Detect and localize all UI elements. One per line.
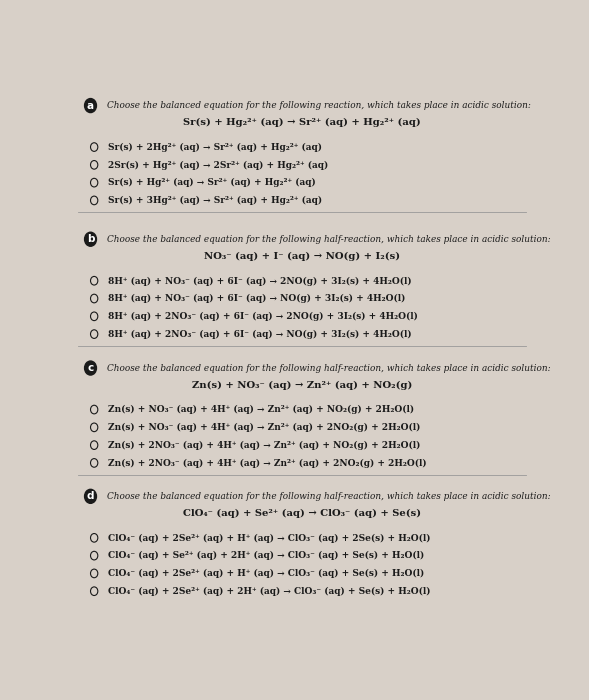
Text: ClO₄⁻ (aq) + 2Se²⁺ (aq) + H⁺ (aq) → ClO₃⁻ (aq) + Se(s) + H₂O(l): ClO₄⁻ (aq) + 2Se²⁺ (aq) + H⁺ (aq) → ClO₃… — [108, 569, 424, 578]
Text: Choose the balanced equation for the following half-reaction, which takes place : Choose the balanced equation for the fol… — [107, 492, 551, 501]
Text: Zn(s) + NO₃⁻ (aq) + 4H⁺ (aq) → Zn²⁺ (aq) + NO₂(g) + 2H₂O(l): Zn(s) + NO₃⁻ (aq) + 4H⁺ (aq) → Zn²⁺ (aq)… — [108, 405, 414, 414]
Text: ClO₄⁻ (aq) + 2Se²⁺ (aq) + H⁺ (aq) → ClO₃⁻ (aq) + 2Se(s) + H₂O(l): ClO₄⁻ (aq) + 2Se²⁺ (aq) + H⁺ (aq) → ClO₃… — [108, 533, 431, 542]
Text: Zn(s) + 2NO₃⁻ (aq) + 4H⁺ (aq) → Zn²⁺ (aq) + NO₂(g) + 2H₂O(l): Zn(s) + 2NO₃⁻ (aq) + 4H⁺ (aq) → Zn²⁺ (aq… — [108, 441, 420, 450]
Text: 8H⁺ (aq) + 2NO₃⁻ (aq) + 6I⁻ (aq) → NO(g) + 3I₂(s) + 4H₂O(l): 8H⁺ (aq) + 2NO₃⁻ (aq) + 6I⁻ (aq) → NO(g)… — [108, 330, 412, 339]
Text: Choose the balanced equation for the following reaction, which takes place in ac: Choose the balanced equation for the fol… — [107, 102, 531, 110]
Text: Choose the balanced equation for the following half-reaction, which takes place : Choose the balanced equation for the fol… — [107, 235, 551, 244]
Text: ClO₄⁻ (aq) + Se²⁺ (aq) + 2H⁺ (aq) → ClO₃⁻ (aq) + Se(s) + H₂O(l): ClO₄⁻ (aq) + Se²⁺ (aq) + 2H⁺ (aq) → ClO₃… — [108, 552, 424, 561]
Text: d: d — [87, 491, 94, 501]
Text: Zn(s) + 2NO₃⁻ (aq) + 4H⁺ (aq) → Zn²⁺ (aq) + 2NO₂(g) + 2H₂O(l): Zn(s) + 2NO₃⁻ (aq) + 4H⁺ (aq) → Zn²⁺ (aq… — [108, 458, 426, 468]
Circle shape — [85, 232, 97, 246]
Circle shape — [85, 99, 97, 113]
Circle shape — [85, 361, 97, 375]
Text: NO₃⁻ (aq) + I⁻ (aq) → NO(g) + I₂(s): NO₃⁻ (aq) + I⁻ (aq) → NO(g) + I₂(s) — [204, 251, 400, 261]
Text: Zn(s) + NO₃⁻ (aq) + 4H⁺ (aq) → Zn²⁺ (aq) + 2NO₂(g) + 2H₂O(l): Zn(s) + NO₃⁻ (aq) + 4H⁺ (aq) → Zn²⁺ (aq)… — [108, 423, 420, 432]
Text: 8H⁺ (aq) + NO₃⁻ (aq) + 6I⁻ (aq) → 2NO(g) + 3I₂(s) + 4H₂O(l): 8H⁺ (aq) + NO₃⁻ (aq) + 6I⁻ (aq) → 2NO(g)… — [108, 276, 412, 286]
Text: ClO₄⁻ (aq) + Se²⁺ (aq) → ClO₃⁻ (aq) + Se(s): ClO₄⁻ (aq) + Se²⁺ (aq) → ClO₃⁻ (aq) + Se… — [183, 509, 421, 518]
Text: Sr(s) + 2Hg²⁺ (aq) → Sr²⁺ (aq) + Hg₂²⁺ (aq): Sr(s) + 2Hg²⁺ (aq) → Sr²⁺ (aq) + Hg₂²⁺ (… — [108, 143, 322, 152]
Text: 8H⁺ (aq) + 2NO₃⁻ (aq) + 6I⁻ (aq) → 2NO(g) + 3I₂(s) + 4H₂O(l): 8H⁺ (aq) + 2NO₃⁻ (aq) + 6I⁻ (aq) → 2NO(g… — [108, 312, 418, 321]
Text: c: c — [87, 363, 94, 373]
Text: b: b — [87, 234, 94, 244]
Text: Sr(s) + Hg²⁺ (aq) → Sr²⁺ (aq) + Hg₂²⁺ (aq): Sr(s) + Hg²⁺ (aq) → Sr²⁺ (aq) + Hg₂²⁺ (a… — [108, 178, 316, 188]
Text: 8H⁺ (aq) + NO₃⁻ (aq) + 6I⁻ (aq) → NO(g) + 3I₂(s) + 4H₂O(l): 8H⁺ (aq) + NO₃⁻ (aq) + 6I⁻ (aq) → NO(g) … — [108, 294, 405, 303]
Text: Choose the balanced equation for the following half-reaction, which takes place : Choose the balanced equation for the fol… — [107, 364, 551, 372]
Circle shape — [85, 489, 97, 503]
Text: Zn(s) + NO₃⁻ (aq) → Zn²⁺ (aq) + NO₂(g): Zn(s) + NO₃⁻ (aq) → Zn²⁺ (aq) + NO₂(g) — [191, 381, 412, 390]
Text: Sr(s) + 3Hg²⁺ (aq) → Sr²⁺ (aq) + Hg₂²⁺ (aq): Sr(s) + 3Hg²⁺ (aq) → Sr²⁺ (aq) + Hg₂²⁺ (… — [108, 196, 322, 205]
Text: a: a — [87, 101, 94, 111]
Text: 2Sr(s) + Hg²⁺ (aq) → 2Sr²⁺ (aq) + Hg₂²⁺ (aq): 2Sr(s) + Hg²⁺ (aq) → 2Sr²⁺ (aq) + Hg₂²⁺ … — [108, 160, 328, 169]
Text: Sr(s) + Hg₂²⁺ (aq) → Sr²⁺ (aq) + Hg₂²⁺ (aq): Sr(s) + Hg₂²⁺ (aq) → Sr²⁺ (aq) + Hg₂²⁺ (… — [183, 118, 421, 127]
Text: ClO₄⁻ (aq) + 2Se²⁺ (aq) + 2H⁺ (aq) → ClO₃⁻ (aq) + Se(s) + H₂O(l): ClO₄⁻ (aq) + 2Se²⁺ (aq) + 2H⁺ (aq) → ClO… — [108, 587, 431, 596]
